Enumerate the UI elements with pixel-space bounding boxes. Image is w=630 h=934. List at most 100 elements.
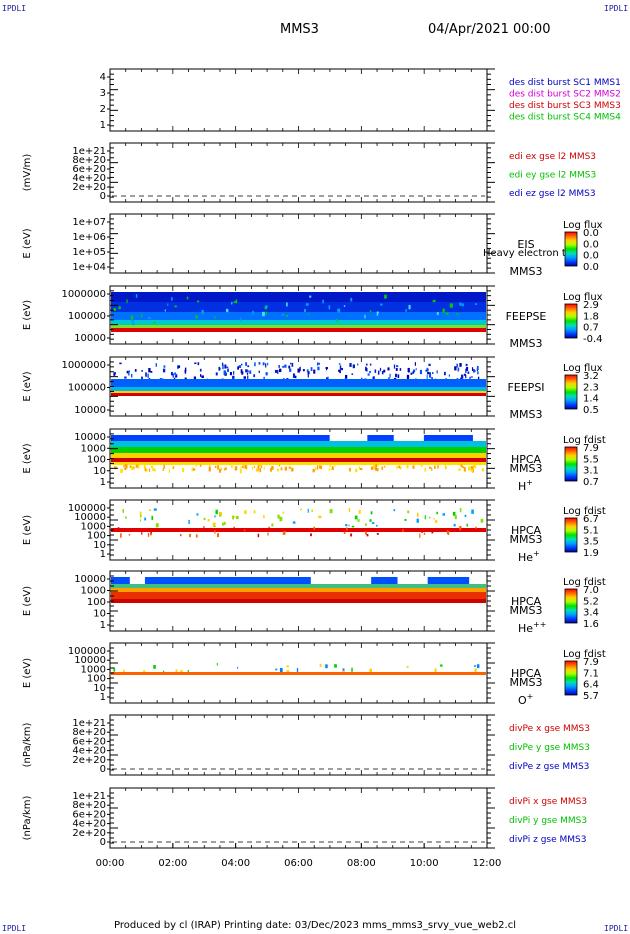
spectrogram-pixel <box>319 465 323 470</box>
spectrogram-pixel <box>381 466 383 470</box>
panel-eis: 1e+07 1e+06 1e+05 1e+04 E (eV) EIS MMS3 Heavy e… <box>22 213 603 278</box>
spectrogram-pixel <box>176 373 178 376</box>
spectrogram-pixel <box>428 363 431 366</box>
spectrogram-pixel <box>246 372 249 375</box>
spectrogram-pixel <box>412 369 416 373</box>
y-tick-label: 100 <box>87 531 106 542</box>
spectrogram-pixel <box>399 466 402 470</box>
spectrogram-pixel <box>129 465 132 468</box>
spectrogram-pixel <box>242 371 244 375</box>
spectrogram-pixel <box>137 464 140 469</box>
spectrogram-pixel <box>369 363 372 366</box>
spectrogram-pixel <box>225 308 229 313</box>
spectrogram-pixel <box>425 369 428 372</box>
spectrogram-pixel <box>174 372 176 376</box>
spectrogram-pixel <box>431 529 434 534</box>
spectrogram-pixel <box>221 362 224 366</box>
y-tick-label: 4e+20 <box>72 819 106 830</box>
spectrogram-pixel <box>120 468 123 474</box>
spectrogram-band <box>111 393 486 396</box>
spectrogram-pixel <box>421 530 424 533</box>
spectrogram-pixel <box>278 464 281 467</box>
colorbar <box>564 588 578 624</box>
spectrogram-pixel <box>452 511 456 516</box>
spectrogram-pixel <box>270 468 272 472</box>
spectrogram-pixel <box>406 465 409 469</box>
spectrogram-pixel <box>444 464 447 470</box>
spectrogram-band <box>111 592 486 599</box>
spectrogram-pixel <box>405 309 407 312</box>
spectrogram-pixel <box>286 302 288 307</box>
spectrogram-pixel <box>412 465 415 469</box>
spectrogram-pixel <box>420 464 423 467</box>
spectrogram-pixel <box>150 465 154 468</box>
colorbar-tick-label: 5.7 <box>583 691 599 702</box>
spectrogram-pixel <box>128 370 130 373</box>
spectrogram-pixel <box>472 468 474 473</box>
spectrogram-pixel <box>199 464 202 467</box>
spectrogram-pixel <box>465 363 468 367</box>
spectrogram-pixel <box>366 363 368 366</box>
spectrogram-pixel <box>114 466 117 470</box>
spectrogram-pixel <box>223 370 226 375</box>
series-label: edi ez gse l2 MMS3 <box>509 189 596 199</box>
spectrogram-pixel <box>150 530 152 534</box>
spectrogram-pixel <box>316 362 319 366</box>
spectrogram-pixel <box>376 532 379 535</box>
y-axis-label: E (eV) <box>22 443 33 473</box>
spectrogram-pixel <box>314 467 317 471</box>
spectrogram-pixel <box>318 515 322 519</box>
spectrogram-pixel <box>128 371 130 376</box>
y-tick-label: 1 <box>100 620 106 631</box>
spectrogram-pixel <box>271 466 274 469</box>
spectrogram-pixel <box>162 368 166 373</box>
spectrogram-pixel <box>313 369 316 374</box>
y-tick-label: 1 <box>100 549 106 560</box>
spectrogram-pixel <box>155 523 159 528</box>
spectrogram-pixel <box>311 509 314 513</box>
spectrogram-band <box>111 391 486 393</box>
spectrogram-pixel <box>375 467 377 471</box>
spectrogram-pixel <box>194 362 197 365</box>
spectrogram-pixel <box>304 309 306 312</box>
spectrogram-pixel <box>217 465 220 470</box>
spectrogram-pixel <box>442 513 446 516</box>
spectrogram-pixel <box>307 371 310 375</box>
spectrogram-pixel <box>429 372 431 375</box>
spectrogram-pixel <box>175 375 178 378</box>
spectrogram-pixel <box>474 668 477 673</box>
y-tick-label: 1 <box>100 477 106 488</box>
spectrogram-pixel <box>406 376 409 380</box>
spectrogram-pixel <box>260 465 263 468</box>
spectrogram-pixel <box>349 467 351 472</box>
spectrogram-pixel <box>350 533 353 537</box>
spectrogram-pixel <box>310 367 313 372</box>
spectrogram-pixel <box>259 464 262 466</box>
spectrogram-pixel <box>462 466 465 469</box>
spectrogram-pixel <box>257 467 259 472</box>
y-tick-label: 1000 <box>81 664 106 675</box>
spectrogram-pixel <box>195 315 198 319</box>
species-label: H+ <box>518 478 533 493</box>
spectrogram-pixel <box>141 313 143 318</box>
spectrogram-pixel <box>437 464 439 469</box>
corner-label-bottom-right: IPDLI <box>604 924 629 933</box>
colorbar-tick-label: 2.3 <box>583 382 599 393</box>
spectrogram-pixel <box>456 363 458 368</box>
spectrogram-pixel <box>459 526 462 531</box>
spectrogram-pixel <box>155 363 157 367</box>
spectrogram-pixel <box>350 297 353 302</box>
panel-frame <box>109 68 488 132</box>
spectrogram-pixel <box>380 303 383 306</box>
spectrogram-pixel <box>355 468 358 473</box>
y-tick-label: 100 <box>87 455 106 466</box>
spectrogram-pixel <box>233 371 235 376</box>
panel-feepse-data <box>111 292 486 332</box>
spectrogram-pixel <box>471 367 474 371</box>
spectrogram-pixel <box>141 376 143 380</box>
y-axis-label: E (eV) <box>22 300 33 330</box>
spectrogram-pixel <box>277 369 279 374</box>
spectrogram-pixel <box>189 533 191 538</box>
spectrogram-pixel <box>284 364 287 368</box>
spectrogram-pixel <box>186 296 189 300</box>
